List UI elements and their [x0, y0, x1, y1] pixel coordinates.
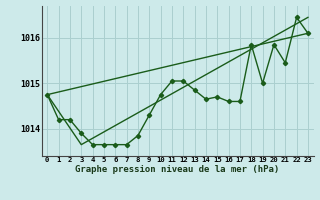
X-axis label: Graphe pression niveau de la mer (hPa): Graphe pression niveau de la mer (hPa) — [76, 165, 280, 174]
